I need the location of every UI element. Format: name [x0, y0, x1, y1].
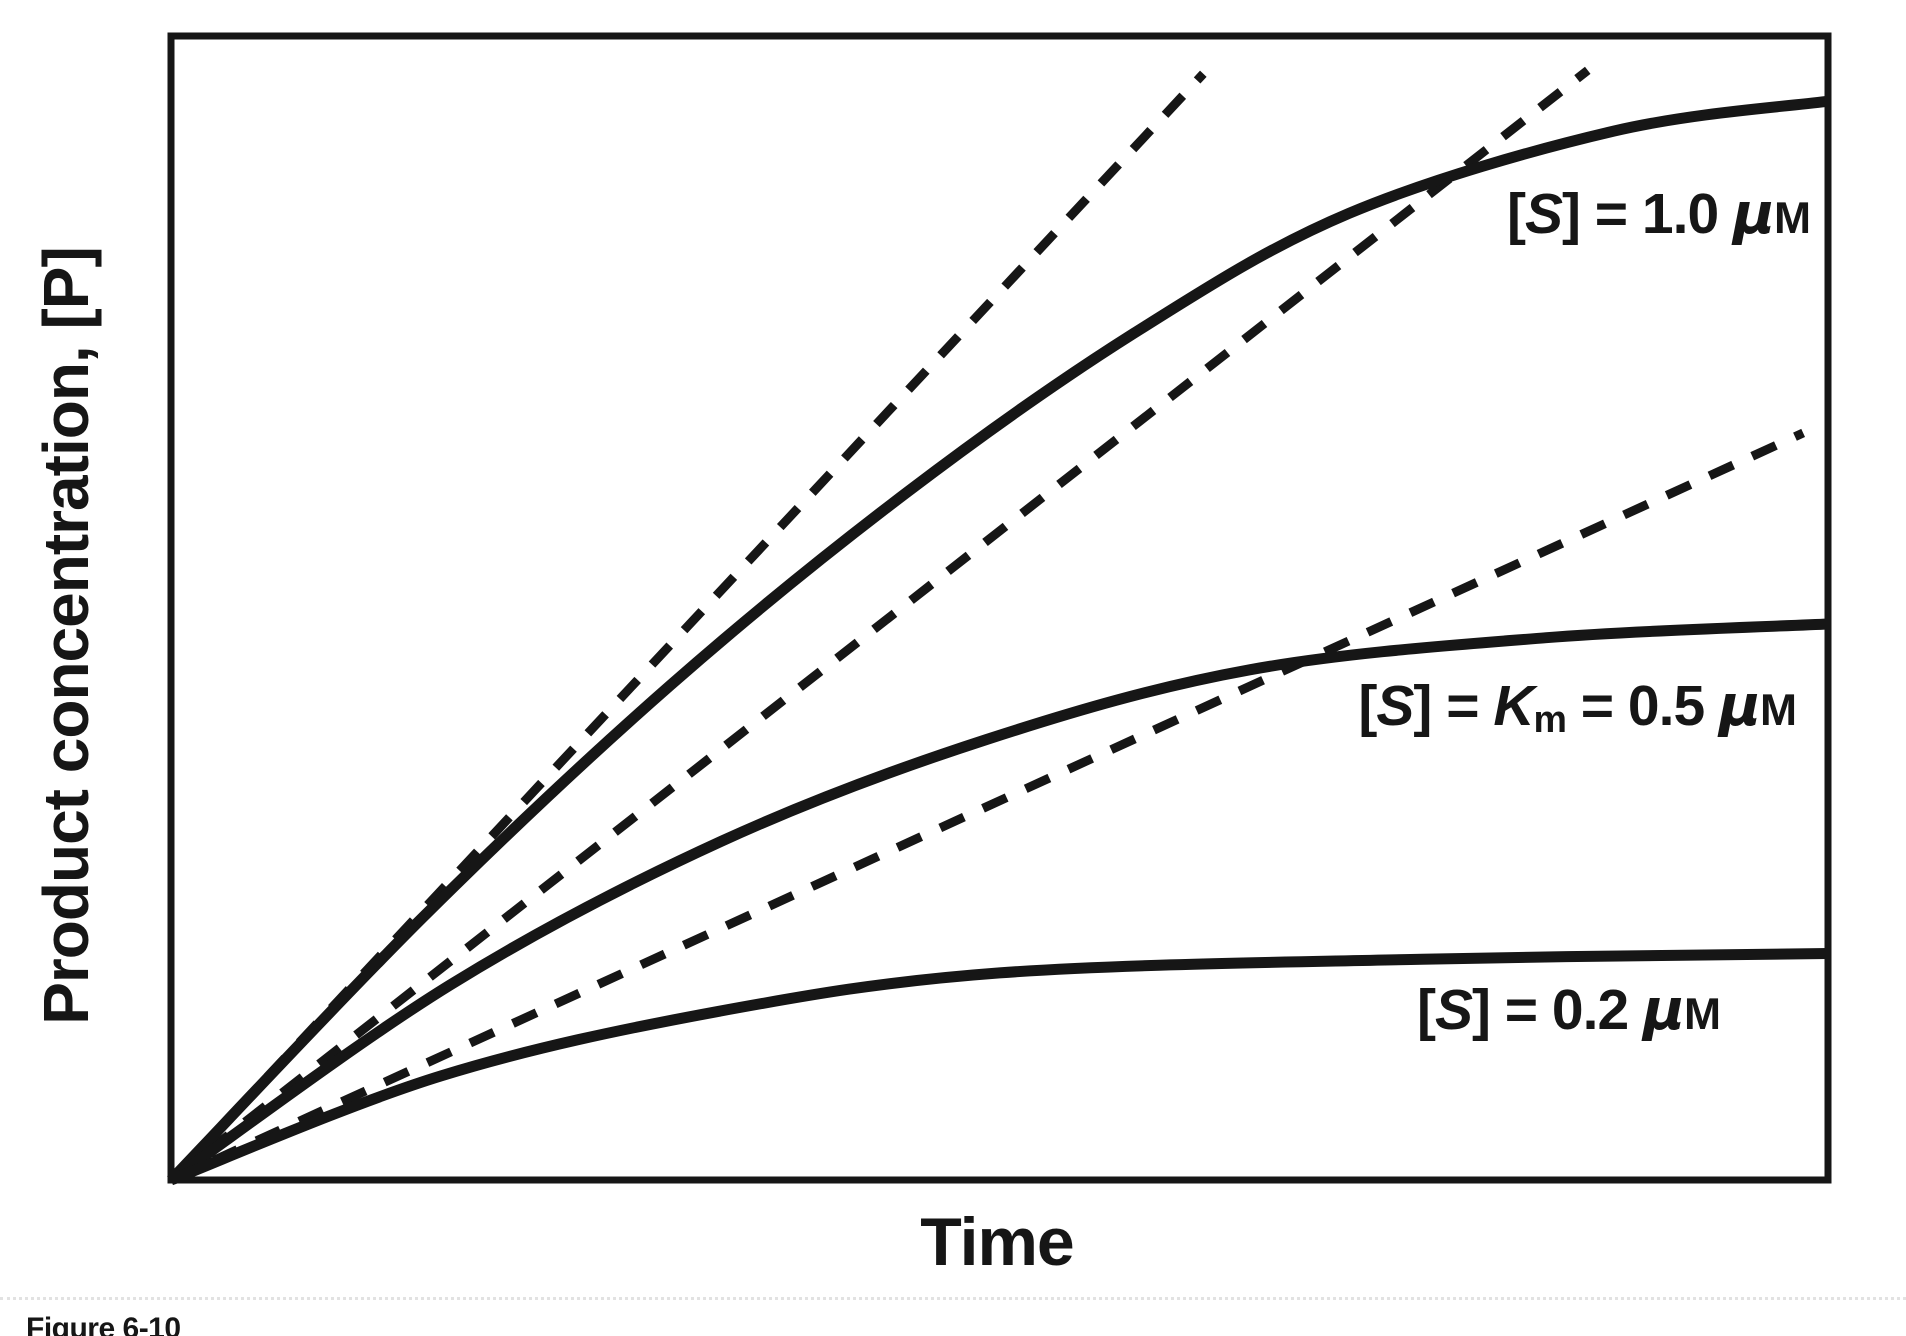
curve-label-segment: μ	[1719, 673, 1761, 739]
curve-label-segment: [	[1506, 182, 1526, 246]
curve-label-segment: ]	[1471, 978, 1491, 1042]
curve-label-segment: M	[1773, 194, 1811, 243]
curve-label-segment: μ	[1733, 181, 1775, 247]
curve-label-segment: K	[1493, 674, 1534, 738]
progress-curve-1	[167, 95, 1829, 1184]
curve-label-segment: [	[1416, 978, 1436, 1042]
curve-label-segment: ]	[1413, 674, 1432, 738]
y-axis-label: Product concentration, [P]	[30, 247, 102, 1025]
curve-label-segment: = 0.5	[1565, 674, 1720, 738]
curve-label-segment: M	[1759, 686, 1797, 735]
curve-label-segment: μ	[1643, 977, 1685, 1043]
plot-frame	[167, 32, 1832, 1184]
curve-label-segment: = 0.2	[1489, 978, 1644, 1042]
curve-label-segment: = 1.0	[1579, 182, 1734, 246]
x-axis-label: Time	[920, 1204, 1074, 1280]
curve-label-substrate-0.5uM-Km: [S] = Km = 0.5 μM	[1358, 678, 1797, 738]
curve-label-segment: m	[1533, 697, 1567, 740]
curve-label-segment: S	[1434, 978, 1473, 1042]
scan-artifact-rule	[0, 1297, 1906, 1300]
curve-label-segment: =	[1431, 674, 1494, 738]
tangent-dashed-line-2	[168, 66, 1591, 1184]
curve-label-substrate-1.0uM: [S] = 1.0 μM	[1507, 186, 1811, 243]
progress-curve-3	[169, 948, 1829, 1186]
curve-label-segment: M	[1683, 990, 1721, 1039]
curve-label-substrate-0.2uM: [S] = 0.2 μM	[1417, 982, 1721, 1039]
curve-label-segment: S	[1524, 182, 1563, 246]
curve-label-segment: [	[1358, 674, 1377, 738]
figure-caption: Figure 6-10	[26, 1312, 181, 1336]
tangent-dashed-line-3	[169, 428, 1806, 1185]
progress-curve-2	[167, 618, 1829, 1185]
curve-label-segment: ]	[1561, 182, 1581, 246]
curve-label-segment: S	[1376, 674, 1414, 738]
